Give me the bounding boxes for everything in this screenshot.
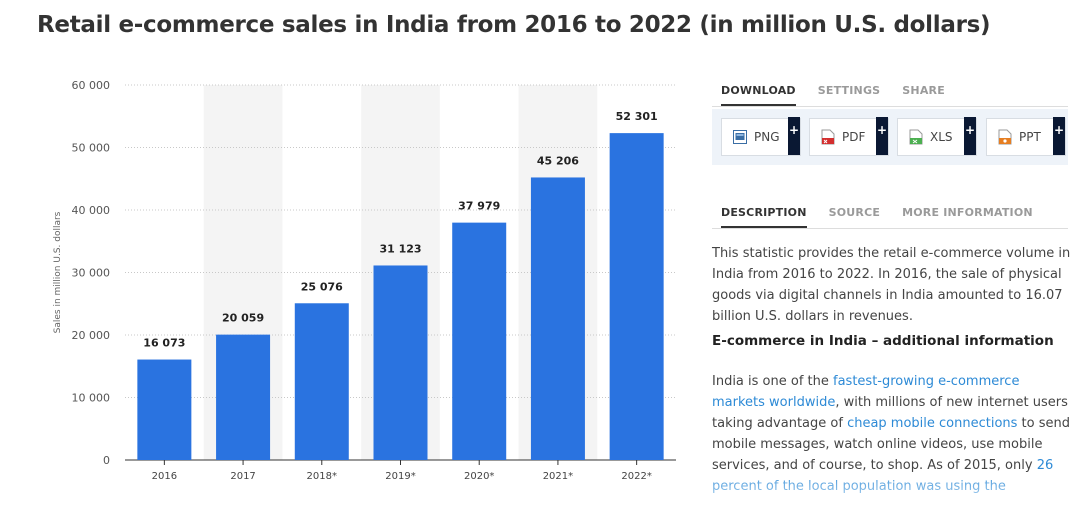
y-axis-label: Sales in million U.S. dollars [53,211,63,333]
tab-more-information[interactable]: MORE INFORMATION [902,206,1033,219]
download-tabs: DOWNLOAD SETTINGS SHARE [721,84,967,106]
ppt-label: PPT [1019,130,1041,144]
bar-2016 [137,359,192,460]
y-tick-label: 50 000 [72,142,111,155]
y-tick-label: 0 [103,454,110,467]
png-label: PNG [754,130,780,144]
bar-2022 [609,133,664,460]
bar-2021 [530,177,585,460]
x-tick-label: 2016 [152,471,177,482]
download-xls-button[interactable]: XLS + [897,117,977,156]
data-label: 45 206 [537,154,579,167]
xls-file-icon [909,129,923,145]
tab-share[interactable]: SHARE [902,84,945,97]
xls-more-icon[interactable]: + [964,117,976,155]
data-label: 20 059 [222,312,264,325]
bar-2017 [216,334,271,460]
y-tick-label: 60 000 [72,79,111,92]
png-file-icon [733,129,747,145]
x-tick-label: 2022* [621,471,651,482]
data-label: 37 979 [458,200,500,213]
bar-2019 [373,265,428,460]
download-tabs-divider [712,106,1068,107]
description-paragraph: This statistic provides the retail e-com… [712,246,1071,324]
bar-2020 [452,222,507,460]
tab-description[interactable]: DESCRIPTION [721,206,807,228]
page-title: Retail e-commerce sales in India from 20… [37,12,991,38]
tab-download[interactable]: DOWNLOAD [721,84,796,106]
description-heading: E-commerce in India – additional informa… [712,333,1054,349]
png-more-icon[interactable]: + [788,117,800,155]
description-tabs: DESCRIPTION SOURCE MORE INFORMATION [721,206,1055,228]
pdf-label: PDF [842,130,866,144]
bar-2018 [294,303,349,460]
download-png-button[interactable]: PNG + [721,117,801,156]
description-panel: This statistic provides the retail e-com… [712,243,1072,497]
pdf-file-icon [821,129,835,145]
y-tick-label: 20 000 [72,329,111,342]
y-tick-label: 10 000 [72,392,111,405]
x-tick-label: 2021* [543,471,573,482]
y-tick-label: 30 000 [72,267,111,280]
description-text-c: to send mobile messages, watch online vi… [712,416,1070,473]
link-fastest-growing-markets[interactable]: fastest-growing e-commerce markets world… [712,374,1020,410]
description-text-b: , with millions of new internet users ta… [712,395,1068,431]
ppt-more-icon[interactable]: + [1053,117,1065,155]
download-pdf-button[interactable]: PDF + [809,117,889,156]
ppt-file-icon [998,129,1012,145]
description-paragraph-2: India is one of the fastest-growing e-co… [712,371,1072,497]
link-cheap-mobile-connections[interactable]: cheap mobile connections [847,416,1018,431]
x-tick-label: 2018* [307,471,337,482]
x-tick-label: 2017 [230,471,255,482]
pdf-more-icon[interactable]: + [876,117,888,155]
download-ppt-button[interactable]: PPT + [986,117,1066,156]
y-tick-label: 40 000 [72,204,111,217]
xls-label: XLS [930,130,953,144]
x-tick-label: 2019* [385,471,415,482]
description-text-a: India is one of the [712,374,834,389]
description-tabs-divider [712,228,1068,229]
x-tick-label: 2020* [464,471,494,482]
data-label: 31 123 [379,242,421,255]
data-label: 25 076 [301,280,343,293]
tab-settings[interactable]: SETTINGS [817,84,881,97]
tab-source[interactable]: SOURCE [828,206,881,219]
data-label: 16 073 [143,337,185,350]
bar-chart: 0 10 000 20 000 30 000 40 000 50 000 60 000 Sal… [53,79,676,482]
data-label: 52 301 [616,110,658,123]
download-buttons-panel: PNG + PDF + XLS + PPT + [712,109,1068,165]
